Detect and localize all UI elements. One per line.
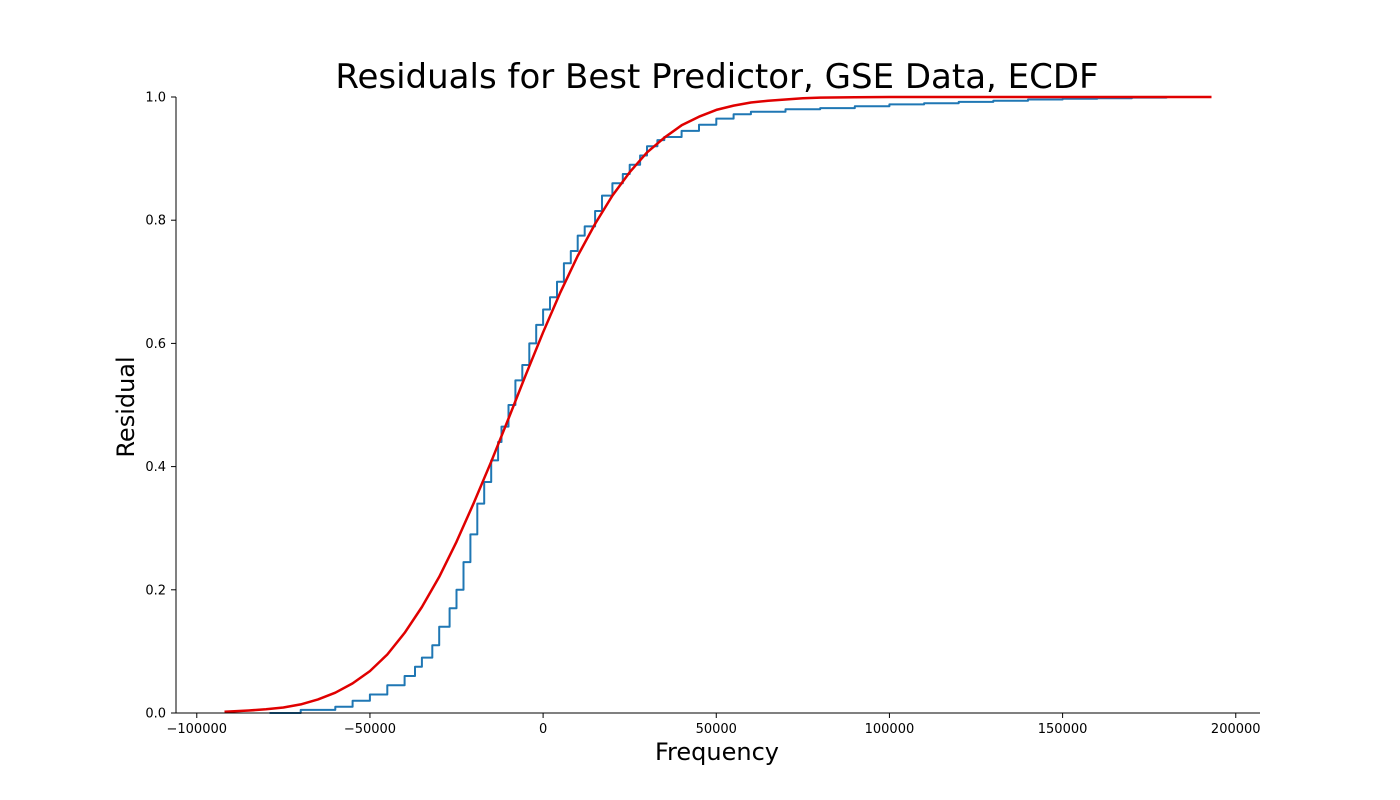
- chart-title: Residuals for Best Predictor, GSE Data, …: [335, 57, 1098, 97]
- y-tick-label: 0.8: [145, 214, 166, 229]
- x-tick-label: −50000: [344, 722, 396, 737]
- y-tick-label: 0.4: [145, 460, 166, 475]
- normal-cdf-line: [224, 95, 1212, 714]
- y-tick-label: 0.2: [145, 583, 166, 598]
- plot-area: [224, 95, 1212, 714]
- x-tick-label: 150000: [1038, 722, 1088, 737]
- y-axis-label: Residual: [112, 356, 140, 457]
- x-tick-label: 200000: [1211, 722, 1261, 737]
- x-tick-label: 50000: [696, 722, 737, 737]
- y-tick-label: 1.0: [145, 91, 166, 106]
- x-axis-label: Frequency: [655, 738, 779, 766]
- ecdf-step-line: [269, 96, 1168, 714]
- y-tick-label: 0.0: [145, 707, 166, 722]
- x-tick-label: 100000: [865, 722, 915, 737]
- axes: −100000 −50000 0 50000 100000 150000 200000 0.0…: [145, 91, 1260, 738]
- x-tick-label: 0: [539, 722, 547, 737]
- x-tick-label: −100000: [167, 722, 228, 737]
- y-tick-label: 0.6: [145, 337, 166, 352]
